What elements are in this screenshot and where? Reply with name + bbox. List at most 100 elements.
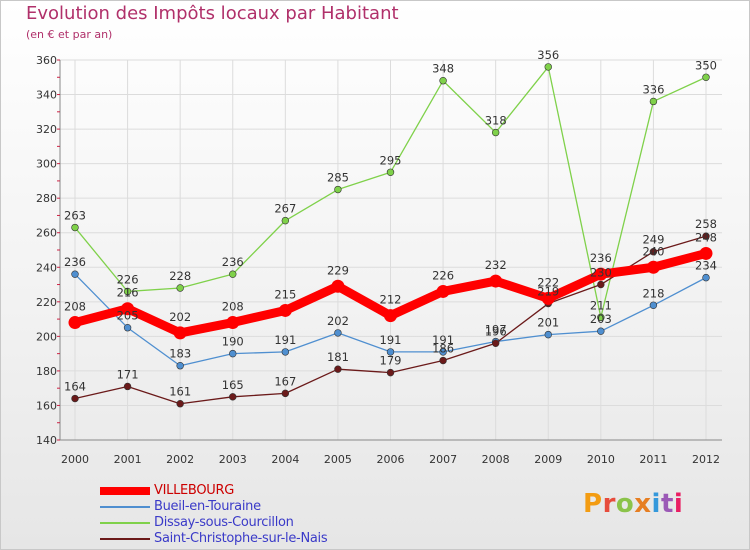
data-point [702, 273, 710, 282]
data-point [386, 368, 395, 377]
y-tick-label: 180 [36, 365, 57, 378]
data-label: 183 [169, 347, 191, 361]
data-label: 229 [327, 263, 349, 277]
legend-swatch [100, 538, 150, 540]
data-point [229, 349, 237, 358]
data-label: 226 [432, 268, 454, 282]
data-label: 208 [64, 300, 86, 314]
data-point [176, 284, 184, 292]
data-label: 164 [64, 380, 86, 394]
data-label: 228 [169, 269, 191, 283]
data-label: 318 [485, 114, 507, 128]
x-tick-label: 2007 [429, 453, 457, 466]
legend-label: Bueil-en-Touraine [154, 499, 261, 514]
data-label: 218 [642, 286, 664, 300]
data-point [176, 400, 184, 408]
data-point [121, 302, 135, 316]
data-label: 190 [222, 335, 244, 349]
legend-label: Saint-Christophe-sur-le-Nais [154, 531, 328, 546]
y-tick-label: 280 [36, 192, 57, 205]
data-label: 248 [695, 230, 717, 244]
legend-swatch [100, 522, 150, 524]
data-label: 219 [537, 285, 559, 299]
data-point [439, 77, 447, 85]
data-label: 211 [590, 298, 612, 312]
data-label: 236 [222, 255, 244, 269]
data-point [281, 216, 290, 225]
data-label: 348 [432, 62, 454, 76]
data-label: 179 [380, 354, 402, 368]
x-tick-label: 2005 [324, 453, 352, 466]
data-point [699, 246, 713, 260]
data-label: 205 [117, 309, 139, 323]
data-point [229, 270, 237, 278]
data-label: 350 [695, 58, 717, 72]
data-label: 236 [590, 251, 612, 265]
data-point [176, 362, 184, 370]
data-label: 181 [327, 350, 349, 364]
data-label: 196 [485, 324, 507, 338]
data-point [597, 313, 605, 322]
chart-title: Evolution des Impôts locaux par Habitant [26, 3, 399, 24]
data-point [649, 301, 658, 309]
data-label: 191 [432, 333, 454, 347]
data-point [649, 248, 658, 256]
data-point [386, 348, 395, 356]
y-tick-label: 140 [36, 434, 57, 447]
data-label: 258 [695, 217, 717, 231]
data-label: 203 [590, 312, 612, 326]
data-point [226, 316, 240, 330]
data-point [71, 394, 79, 403]
y-tick-label: 240 [36, 261, 57, 274]
data-point [597, 327, 605, 335]
data-label: 216 [117, 286, 139, 300]
y-tick-label: 220 [36, 296, 57, 309]
line-chart: 140 160 180 200 220 240 260 280 300 320 340 360 2000… [36, 48, 722, 466]
data-point [229, 393, 237, 401]
data-point [544, 330, 552, 339]
series-lines [68, 63, 713, 408]
data-point [68, 316, 82, 330]
data-label: 222 [537, 275, 559, 289]
data-point [123, 324, 132, 332]
x-tick-label: 2006 [377, 453, 405, 466]
data-label: 161 [169, 385, 191, 399]
data-point [597, 280, 605, 289]
data-point [594, 267, 608, 281]
data-label: 267 [274, 202, 296, 216]
data-label: 165 [222, 378, 244, 392]
y-tick-label: 340 [36, 89, 57, 102]
data-label: 234 [695, 259, 717, 273]
data-label: 240 [642, 244, 664, 258]
legend-swatch [100, 506, 150, 508]
data-label: 230 [590, 266, 612, 280]
x-tick-label: 2010 [587, 453, 615, 466]
data-label: 202 [169, 310, 191, 324]
data-point [489, 274, 503, 288]
data-label: 201 [537, 316, 559, 330]
data-label: 197 [485, 323, 507, 337]
data-point [491, 339, 500, 347]
y-tick-label: 300 [36, 158, 57, 171]
chart-subtitle: (en € et par an) [26, 28, 113, 41]
x-tick-label: 2004 [271, 453, 299, 466]
data-label: 236 [64, 255, 86, 269]
data-point [173, 326, 187, 340]
data-label: 356 [537, 48, 559, 62]
data-point [702, 73, 710, 81]
data-point [331, 279, 345, 293]
data-label: 232 [485, 258, 507, 272]
data-label: 226 [117, 272, 139, 286]
data-label: 191 [380, 333, 402, 347]
data-point [334, 185, 342, 194]
data-label: 167 [274, 374, 296, 388]
legend-label: Dissay-sous-Courcillon [154, 515, 294, 530]
data-point [281, 389, 290, 398]
data-point [541, 291, 555, 305]
data-point [649, 97, 658, 106]
proxiti-logo: Proxiti [583, 489, 684, 519]
data-label: 208 [222, 300, 244, 314]
data-label: 186 [432, 342, 454, 356]
data-point [384, 309, 397, 323]
data-point [702, 232, 710, 240]
